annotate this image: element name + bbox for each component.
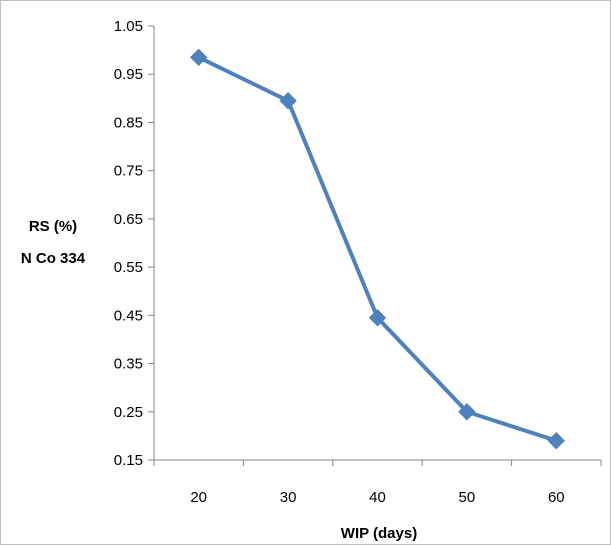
series [189, 48, 566, 450]
x-tick-label: 60 [548, 489, 565, 506]
data-point-marker [458, 403, 476, 421]
axes [148, 25, 602, 466]
y-tick-label: 0.85 [114, 114, 143, 131]
y-tick-label: 0.65 [114, 211, 143, 228]
y-tick-label: 0.35 [114, 356, 143, 373]
data-point-marker [547, 432, 566, 450]
x-tick-labels: 20 30 40 50 60 [190, 489, 564, 506]
x-tick-label: 50 [459, 489, 476, 506]
data-point-marker [368, 309, 387, 327]
y-tick-labels: 0.15 0.25 0.35 0.45 0.55 0.65 0.75 0.85 0.95 1.05 [114, 18, 143, 469]
series-line [196, 55, 559, 443]
y-tick-label: 0.25 [114, 404, 143, 421]
x-tick-label: 20 [190, 489, 207, 506]
y-axis-title-line-1: RS (%) [29, 218, 77, 235]
x-tick-label: 30 [280, 489, 297, 506]
y-tick-label: 0.15 [114, 452, 143, 469]
y-axis-title-line-2: N Co 334 [21, 250, 86, 267]
y-tick-label: 0.75 [114, 163, 143, 180]
y-tick-label: 0.55 [114, 259, 143, 276]
x-axis-title: WIP (days) [341, 525, 417, 542]
x-tick-label: 40 [369, 489, 386, 506]
y-tick-label: 0.45 [114, 307, 143, 324]
data-point-marker [189, 48, 208, 67]
y-tick-label: 0.95 [114, 66, 143, 83]
data-point-marker [279, 92, 297, 110]
y-tick-label: 1.05 [114, 18, 143, 35]
